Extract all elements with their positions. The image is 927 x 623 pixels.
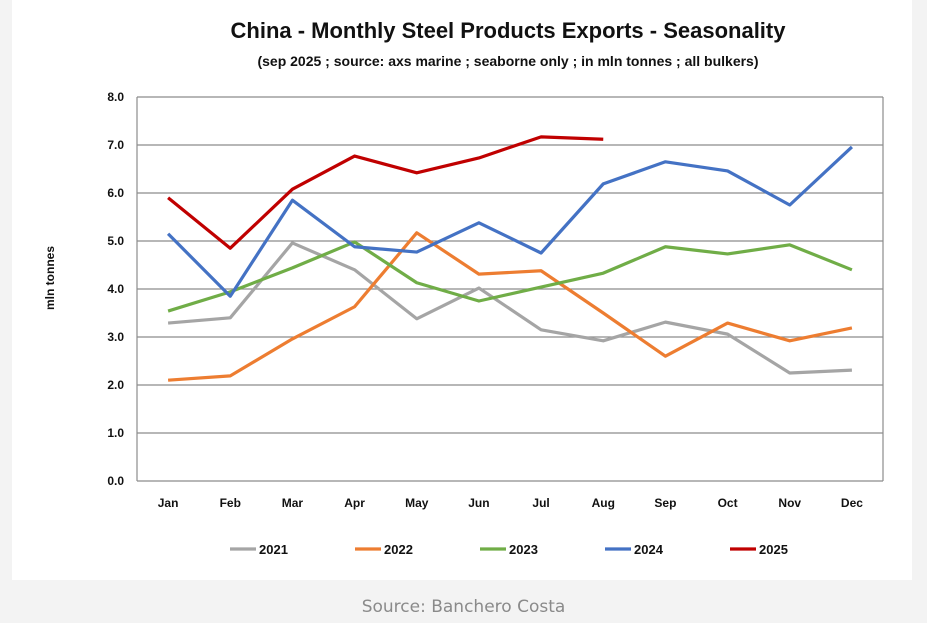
y-tick-label: 8.0: [107, 90, 124, 104]
y-tick-label: 7.0: [107, 138, 124, 152]
x-tick-label: Dec: [841, 496, 863, 510]
x-tick-label: Jan: [158, 496, 179, 510]
y-tick-label: 2.0: [107, 378, 124, 392]
x-tick-label: Feb: [220, 496, 241, 510]
series-line-2024: [166, 145, 854, 298]
legend-label-2021: 2021: [259, 542, 288, 557]
y-axis-label: mln tonnes: [43, 246, 57, 310]
x-tick-label: May: [405, 496, 429, 510]
x-tick-label: Sep: [654, 496, 676, 510]
x-tick-label: Jul: [532, 496, 549, 510]
series-line-2023: [167, 240, 853, 313]
x-tick-label: Oct: [718, 496, 738, 510]
series-line-2025: [167, 135, 604, 250]
series-line-2021: [167, 241, 852, 375]
x-tick-label: Mar: [282, 496, 304, 510]
y-tick-label: 1.0: [107, 426, 124, 440]
y-tick-label: 4.0: [107, 282, 124, 296]
x-tick-label: Nov: [778, 496, 801, 510]
x-tick-label: Jun: [468, 496, 489, 510]
y-tick-label: 5.0: [107, 234, 124, 248]
chart-title: China - Monthly Steel Products Exports -…: [231, 18, 787, 43]
chart-subtitle: (sep 2025 ; source: axs marine ; seaborn…: [257, 53, 758, 69]
series-line-2022: [167, 231, 853, 382]
x-tick-label: Aug: [592, 496, 615, 510]
legend-label-2025: 2025: [759, 542, 788, 557]
legend-label-2023: 2023: [509, 542, 538, 557]
x-tick-label: Apr: [344, 496, 365, 510]
y-tick-label: 0.0: [107, 474, 124, 488]
y-tick-label: 3.0: [107, 330, 124, 344]
legend-label-2024: 2024: [634, 542, 664, 557]
chart-card: China - Monthly Steel Products Exports -…: [12, 0, 912, 580]
line-chart: China - Monthly Steel Products Exports -…: [43, 18, 884, 557]
legend-label-2022: 2022: [384, 542, 413, 557]
y-tick-label: 6.0: [107, 186, 124, 200]
source-caption: Source: Banchero Costa: [361, 597, 566, 617]
